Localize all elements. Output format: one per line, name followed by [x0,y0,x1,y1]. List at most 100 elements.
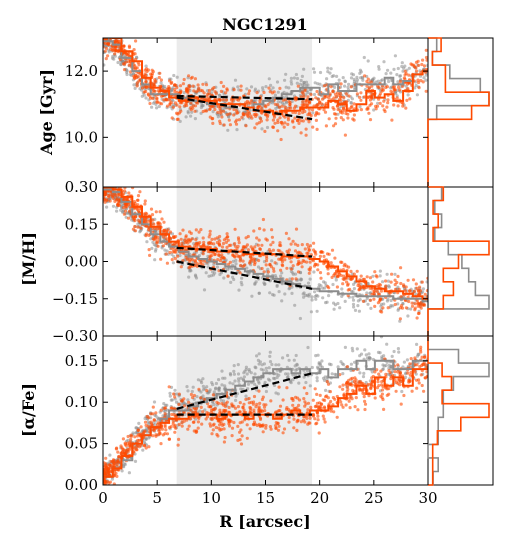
orange-point [201,252,205,256]
gray-point [389,298,393,303]
x-tick-label: 20 [310,489,329,507]
gray-point [304,293,308,298]
orange-point [341,118,345,122]
gray-point [236,372,241,376]
orange-point [376,380,380,384]
orange-point [404,106,408,110]
orange-point [313,417,317,421]
orange-point [226,238,230,242]
orange-point [268,425,272,429]
gray-point [386,279,390,283]
orange-point [276,248,280,252]
orange-point [303,415,307,419]
gray-point [276,392,280,396]
orange-point [307,99,311,104]
orange-point [323,398,327,402]
orange-point [354,396,358,400]
orange-point [398,317,402,321]
orange-point [196,426,200,430]
orange-point [266,103,270,107]
gray-point [268,291,272,295]
orange-point [194,90,199,94]
orange-point [278,116,282,120]
gray-point [314,297,318,301]
orange-point [321,250,325,254]
orange-point [361,277,365,281]
gray-point [287,358,291,362]
orange-point [202,397,206,401]
orange-point [104,46,109,51]
gray-point [175,392,179,396]
orange-point [192,429,196,433]
orange-point [384,386,388,390]
orange-point [260,243,264,247]
orange-point [242,408,246,412]
orange-point [218,239,222,243]
orange-point [410,304,415,308]
gray-point [163,248,167,252]
orange-point [308,268,312,272]
orange-point [267,86,271,90]
orange-point [213,407,217,411]
gray-point [336,365,340,369]
orange-point [331,396,335,400]
orange-point [419,348,423,352]
orange-point [127,209,132,213]
orange-point [177,437,181,441]
orange-point [216,258,220,262]
orange-point [349,105,353,110]
orange-point [296,270,301,274]
gray-point [386,297,390,301]
gray-point [225,267,230,272]
orange-point [408,362,412,366]
gray-point [274,363,278,367]
orange-histogram [427,37,490,187]
orange-point [285,406,289,410]
orange-point [356,283,360,288]
orange-point [199,245,203,249]
gray-point [368,356,372,360]
orange-point [221,241,226,246]
gray-point [199,111,203,115]
orange-point [287,106,291,110]
gray-point [353,360,357,364]
orange-point [222,440,226,444]
orange-point [365,84,369,88]
gray-point [235,128,239,132]
gray-point [228,381,232,385]
orange-point [297,111,301,116]
orange-point [280,122,284,126]
orange-point [180,399,184,403]
orange-point [165,261,169,265]
orange-point [165,237,169,241]
orange-point [107,182,110,185]
orange-point [112,179,115,182]
orange-point [369,384,373,388]
orange-point [266,270,270,274]
orange-point [406,82,410,86]
orange-point [378,309,382,313]
orange-point [129,433,133,437]
gray-point [253,365,257,369]
gray-point [424,78,428,82]
orange-point [404,306,408,310]
orange-point [329,85,333,89]
orange-point [186,238,190,242]
orange-point [295,428,299,432]
orange-point [107,176,110,179]
gray-point [275,283,279,287]
gray-point [398,74,402,78]
gray-point [365,291,369,295]
orange-point [155,241,159,245]
orange-point [385,85,389,89]
orange-point [415,378,419,382]
orange-point [382,108,386,112]
orange-point [121,437,125,441]
gray-point [268,350,272,354]
orange-point [107,481,111,485]
orange-point [373,270,377,274]
orange-point [342,274,346,278]
orange-point [168,230,173,234]
gray-point [268,354,272,358]
gray-point [349,101,353,105]
